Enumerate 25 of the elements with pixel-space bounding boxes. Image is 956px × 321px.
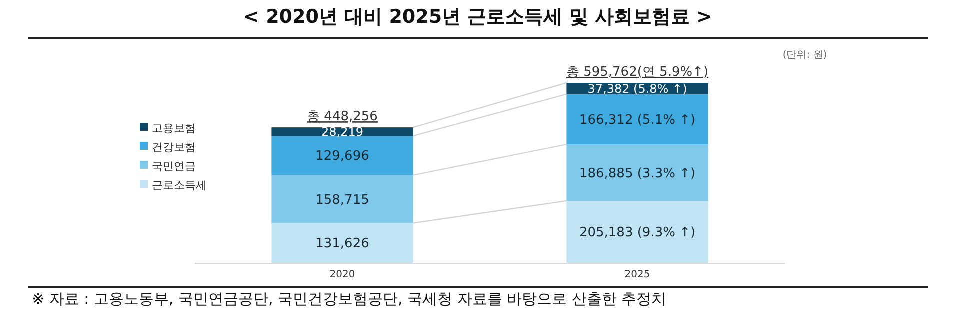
x-tick-label: 2025 bbox=[624, 270, 650, 280]
data-label: 205,183 (9.3% ↑) bbox=[579, 226, 696, 241]
data-label: 28,219 bbox=[322, 125, 364, 140]
data-label: 37,382 (5.8% ↑) bbox=[588, 82, 688, 96]
bar bbox=[272, 223, 414, 263]
legend-label: 근로소득세 bbox=[152, 178, 207, 192]
data-label: 186,885 (3.3% ↑) bbox=[579, 166, 696, 182]
legend-label: 국민연금 bbox=[152, 160, 196, 173]
bar bbox=[272, 136, 414, 176]
data-label: 158,715 bbox=[316, 192, 370, 208]
text: (단위: 원) bbox=[782, 50, 828, 61]
total-label: 총 448,256 bbox=[307, 110, 378, 125]
text: ※ 자료 : 고용노동부, 국민연금공단, 국민건강보험공단, 국세청 자료를 바탕으로 산출한 추정치 bbox=[32, 290, 667, 308]
data-label: 131,626 bbox=[316, 236, 370, 252]
data-label: 129,696 bbox=[316, 149, 370, 164]
data-label: 166,312 (5.1% ↑) bbox=[579, 112, 696, 128]
x-tick-label: 2020 bbox=[330, 270, 356, 280]
bar bbox=[566, 201, 708, 263]
total-label: 총 595,762(연 5.9%↑) bbox=[566, 65, 709, 80]
bar bbox=[272, 175, 414, 224]
chart-title: < 2020년 대비 2025년 근로소득세 및 사회보험료 > bbox=[244, 6, 712, 28]
legend-label: 고용보험 bbox=[152, 122, 196, 135]
bar bbox=[566, 144, 708, 202]
legend-label: 건강보험 bbox=[152, 140, 196, 154]
bar bbox=[566, 94, 708, 145]
